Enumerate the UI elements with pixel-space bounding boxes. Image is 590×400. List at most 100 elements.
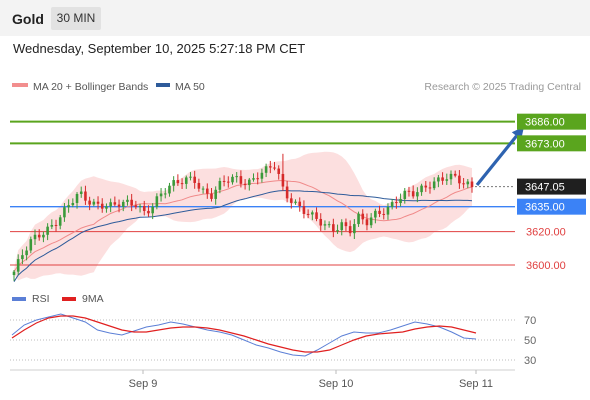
candle-body <box>63 207 66 218</box>
candle-body <box>168 185 171 194</box>
candle-body <box>159 193 163 197</box>
candle-body <box>243 183 247 186</box>
candle-body <box>273 167 276 169</box>
candle-body <box>449 173 453 180</box>
candle-body <box>428 187 432 189</box>
candle-body <box>54 224 58 226</box>
candle-body <box>231 176 234 183</box>
candle-body <box>294 201 297 203</box>
candle-body <box>126 199 129 202</box>
candle-body <box>58 217 62 226</box>
candle-body <box>33 234 37 240</box>
candle-body <box>361 213 365 220</box>
candle-body <box>210 193 213 199</box>
candle-body <box>277 168 281 174</box>
candle-body <box>441 177 444 181</box>
moving-averages <box>13 179 473 282</box>
legend-rsi: RSI <box>32 293 50 305</box>
candle-body <box>269 166 272 168</box>
level-label-text: 3620.00 <box>526 227 566 239</box>
level-label-box <box>517 135 586 152</box>
level-label-3673.00: 3673.00 <box>517 135 586 152</box>
rsi-tick-70: 70 <box>524 315 536 327</box>
candle-body <box>319 218 323 226</box>
candle-body <box>424 185 428 188</box>
candle-body <box>453 173 457 176</box>
candle-body <box>407 190 411 192</box>
candle-body <box>248 179 251 186</box>
candle-body <box>25 250 28 256</box>
candle-body <box>420 185 423 193</box>
candle-body <box>172 180 175 186</box>
candle-body <box>462 183 465 185</box>
candle-body <box>113 202 117 205</box>
candle-body <box>84 191 87 201</box>
candles <box>12 153 474 281</box>
candle-body <box>205 188 209 194</box>
bollinger-band <box>14 151 472 281</box>
candle-body <box>403 190 407 199</box>
candle-body <box>458 175 461 184</box>
candle-body <box>50 224 54 227</box>
candle-body <box>75 193 79 203</box>
candle-body <box>252 178 255 180</box>
candle-body <box>378 210 381 214</box>
legend-ma50: MA 50 <box>175 81 205 93</box>
legend-swatch-9ma <box>62 297 76 301</box>
candle-body <box>180 183 184 185</box>
legend-9ma: 9MA <box>82 293 104 305</box>
candle-body <box>374 210 377 218</box>
level-label-3620.00: 3620.00 <box>526 227 566 239</box>
candle-body <box>197 182 201 189</box>
candle-body <box>79 191 83 194</box>
last-price-text: 3647.05 <box>525 182 565 194</box>
candle-body <box>411 191 415 197</box>
x-tick-sep-9: Sep 9 <box>129 378 158 390</box>
level-label-text: 3635.00 <box>525 202 565 214</box>
candle-body <box>285 186 289 199</box>
level-label-text: 3600.00 <box>526 260 566 272</box>
candle-body <box>311 212 314 215</box>
rsi-tick-50: 50 <box>524 335 536 347</box>
last-price-label: 3647.05 <box>517 178 586 195</box>
candle-body <box>382 213 386 215</box>
legend-swatch-ma20 <box>12 83 28 87</box>
ma20-line <box>13 179 473 272</box>
x-tick-sep-10: Sep 10 <box>319 378 354 390</box>
timeframe-button[interactable]: 30 MIN <box>51 7 101 30</box>
candle-body <box>445 179 449 181</box>
candle-body <box>176 180 180 184</box>
candle-body <box>193 176 196 183</box>
candle-body <box>386 206 390 215</box>
last-price-box <box>517 178 586 195</box>
candle-body <box>88 200 91 205</box>
candle-body <box>121 201 125 207</box>
candle-body <box>437 177 440 182</box>
candle-body <box>134 205 138 208</box>
level-label-3686.00: 3686.00 <box>517 113 586 130</box>
candle-body <box>105 206 108 209</box>
price-level-labels: 3686.00 3673.00 3635.00 3620.00 3600.00 3647.… <box>517 113 586 272</box>
candle-body <box>189 176 192 178</box>
candle-body <box>92 201 96 205</box>
level-label-box <box>517 198 586 215</box>
candle-body <box>142 205 146 211</box>
candle-body <box>100 203 104 209</box>
candle-body <box>12 271 16 275</box>
chart-datetime: Wednesday, September 10, 2025 5:27:18 PM… <box>13 41 306 56</box>
candle-body <box>399 198 402 204</box>
candle-body <box>357 213 360 225</box>
candle-body <box>46 226 49 235</box>
candle-body <box>214 189 217 199</box>
candle-body <box>340 222 344 231</box>
candle-body <box>365 219 369 226</box>
time-axis: Sep 9 Sep 10 Sep 11 <box>129 370 493 390</box>
legend-swatch-rsi <box>12 297 26 301</box>
candle-body <box>130 199 133 206</box>
candle-body <box>264 166 268 173</box>
candle-body <box>302 206 306 214</box>
candle-body <box>336 230 339 232</box>
legend-ma20-bollinger: MA 20 + Bollinger Bands <box>33 81 148 93</box>
symbol-title: Gold <box>12 11 44 27</box>
